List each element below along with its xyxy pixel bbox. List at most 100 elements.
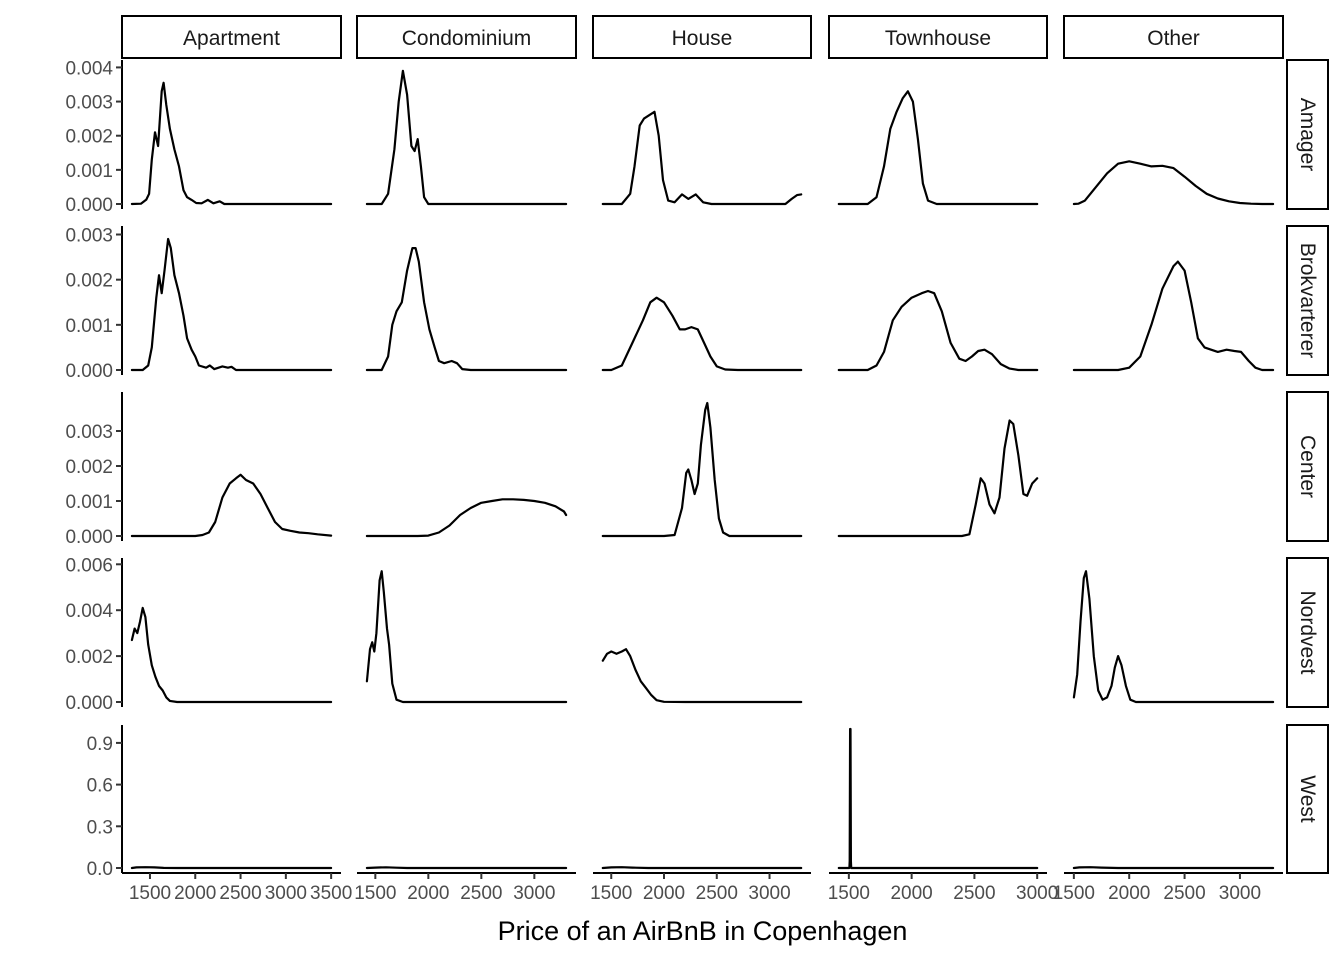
facet-strip-house: House [592, 15, 812, 59]
x-tick-label: 1500 [1053, 883, 1095, 904]
strip-label: Nordvest [1296, 590, 1319, 674]
x-axis-townhouse: 1500 2000 2500 3000 [828, 872, 1058, 904]
facet-strip-apartment: Apartment [121, 15, 342, 59]
x-axis-condominium: 1500 2000 2500 3000 [354, 872, 576, 904]
facet-strip-west: West [1286, 724, 1329, 874]
y-axis-center: 0.000 0.001 0.002 0.003 [65, 392, 123, 548]
x-tick-label: 1500 [590, 883, 632, 904]
strip-box [592, 15, 812, 59]
density-curve-amager-townhouse [837, 90, 1039, 206]
density-curve-center-apartment [130, 473, 333, 538]
x-tick-label: 2500 [953, 883, 995, 904]
density-curve-west-other [1072, 866, 1275, 870]
density-curve-center-house [601, 401, 803, 538]
y-tick-label: 0.000 [65, 693, 113, 714]
strip-box [1063, 15, 1284, 59]
y-tick-label: 0.003 [65, 93, 113, 114]
facet-strip-amager: Amager [1286, 59, 1329, 210]
y-tick-label: 0.6 [87, 776, 113, 797]
x-tick-label: 3000 [748, 883, 790, 904]
facet-strip-brokvarterer: Brokvarterer [1286, 225, 1329, 376]
x-tick-label: 1500 [129, 883, 171, 904]
strip-box [1286, 557, 1329, 708]
y-tick-label: 0.002 [65, 647, 113, 668]
density-curve-nordvest-apartment [130, 606, 333, 704]
x-tick-label: 2000 [407, 883, 449, 904]
y-tick-label: 0.003 [65, 422, 113, 443]
x-tick-label: 1500 [354, 883, 396, 904]
density-curve-center-townhouse [837, 419, 1039, 538]
y-tick-label: 0.000 [65, 527, 113, 548]
density-curve-west-house [601, 866, 803, 870]
density-curve-nordvest-other [1072, 570, 1275, 704]
y-axis-amager: 0.000 0.001 0.002 0.003 0.004 [65, 58, 123, 216]
strip-box [1286, 391, 1329, 542]
y-tick-label: 0.001 [65, 492, 113, 513]
facet-strip-center: Center [1286, 391, 1329, 542]
x-tick-label: 2000 [643, 883, 685, 904]
density-curve-brokvarterer-apartment [130, 237, 333, 372]
facet-strip-nordvest: Nordvest [1286, 557, 1329, 708]
y-tick-label: 0.3 [87, 817, 113, 838]
strip-label: House [672, 27, 733, 50]
density-curve-west-townhouse [837, 727, 1039, 870]
x-tick-label: 3000 [513, 883, 555, 904]
x-axis-title: Price of an AirBnB in Copenhagen [498, 916, 908, 946]
strip-label: Amager [1296, 98, 1319, 172]
strip-box [356, 15, 577, 59]
strip-box [121, 15, 342, 59]
x-tick-label: 2000 [1108, 883, 1150, 904]
x-tick-label: 2500 [696, 883, 738, 904]
y-tick-label: 0.006 [65, 555, 113, 576]
density-curve-brokvarterer-townhouse [837, 289, 1039, 372]
facet-strip-other: Other [1063, 15, 1284, 59]
density-curve-amager-house [601, 110, 803, 206]
strip-label: Apartment [183, 27, 280, 50]
strip-label: Other [1147, 27, 1200, 50]
y-tick-label: 0.000 [65, 195, 113, 216]
x-axis-other: 1500 2000 2500 3000 [1053, 872, 1283, 904]
y-tick-label: 0.002 [65, 271, 113, 292]
strip-label: West [1296, 775, 1319, 823]
x-axis-house: 1500 2000 2500 3000 [590, 872, 811, 904]
density-curve-brokvarterer-house [601, 296, 803, 372]
y-tick-label: 0.0 [87, 859, 113, 880]
strip-label: Brokvarterer [1296, 243, 1319, 359]
x-tick-label: 3000 [1219, 883, 1261, 904]
y-tick-label: 0.002 [65, 457, 113, 478]
x-tick-label: 3000 [1016, 883, 1058, 904]
y-axis-west: 0.0 0.3 0.6 0.9 [87, 725, 123, 880]
y-tick-label: 0.9 [87, 734, 113, 755]
strip-label: Townhouse [885, 27, 991, 50]
x-tick-label: 2000 [890, 883, 932, 904]
density-curve-amager-apartment [130, 81, 333, 206]
y-tick-label: 0.002 [65, 127, 113, 148]
x-axis-apartment: 1500 2000 2500 3000 3500 [122, 872, 352, 904]
strip-box [1286, 59, 1329, 210]
density-curve-nordvest-condominium [365, 570, 568, 704]
x-tick-label: 2500 [460, 883, 502, 904]
density-curve-west-condominium [365, 866, 568, 870]
y-tick-label: 0.004 [65, 58, 113, 79]
y-tick-label: 0.000 [65, 361, 113, 382]
y-axis-brokvarterer: 0.000 0.001 0.002 0.003 [65, 226, 123, 382]
strip-box [828, 15, 1048, 59]
density-curve-brokvarterer-other [1072, 260, 1275, 372]
strip-box [1286, 225, 1329, 376]
facet-strip-condominium: Condominium [356, 15, 577, 59]
x-tick-label: 3500 [310, 883, 352, 904]
x-tick-label: 2500 [219, 883, 261, 904]
strip-label: Condominium [402, 27, 532, 50]
strip-box [1286, 724, 1329, 874]
density-curve-nordvest-house [601, 648, 803, 704]
x-tick-label: 3000 [265, 883, 307, 904]
density-curve-brokvarterer-condominium [365, 247, 568, 372]
y-tick-label: 0.001 [65, 316, 113, 337]
x-tick-label: 2000 [174, 883, 216, 904]
y-tick-label: 0.004 [65, 601, 113, 622]
density-curve-amager-other [1072, 160, 1275, 206]
facet-strip-townhouse: Townhouse [828, 15, 1048, 59]
x-tick-label: 2500 [1163, 883, 1205, 904]
